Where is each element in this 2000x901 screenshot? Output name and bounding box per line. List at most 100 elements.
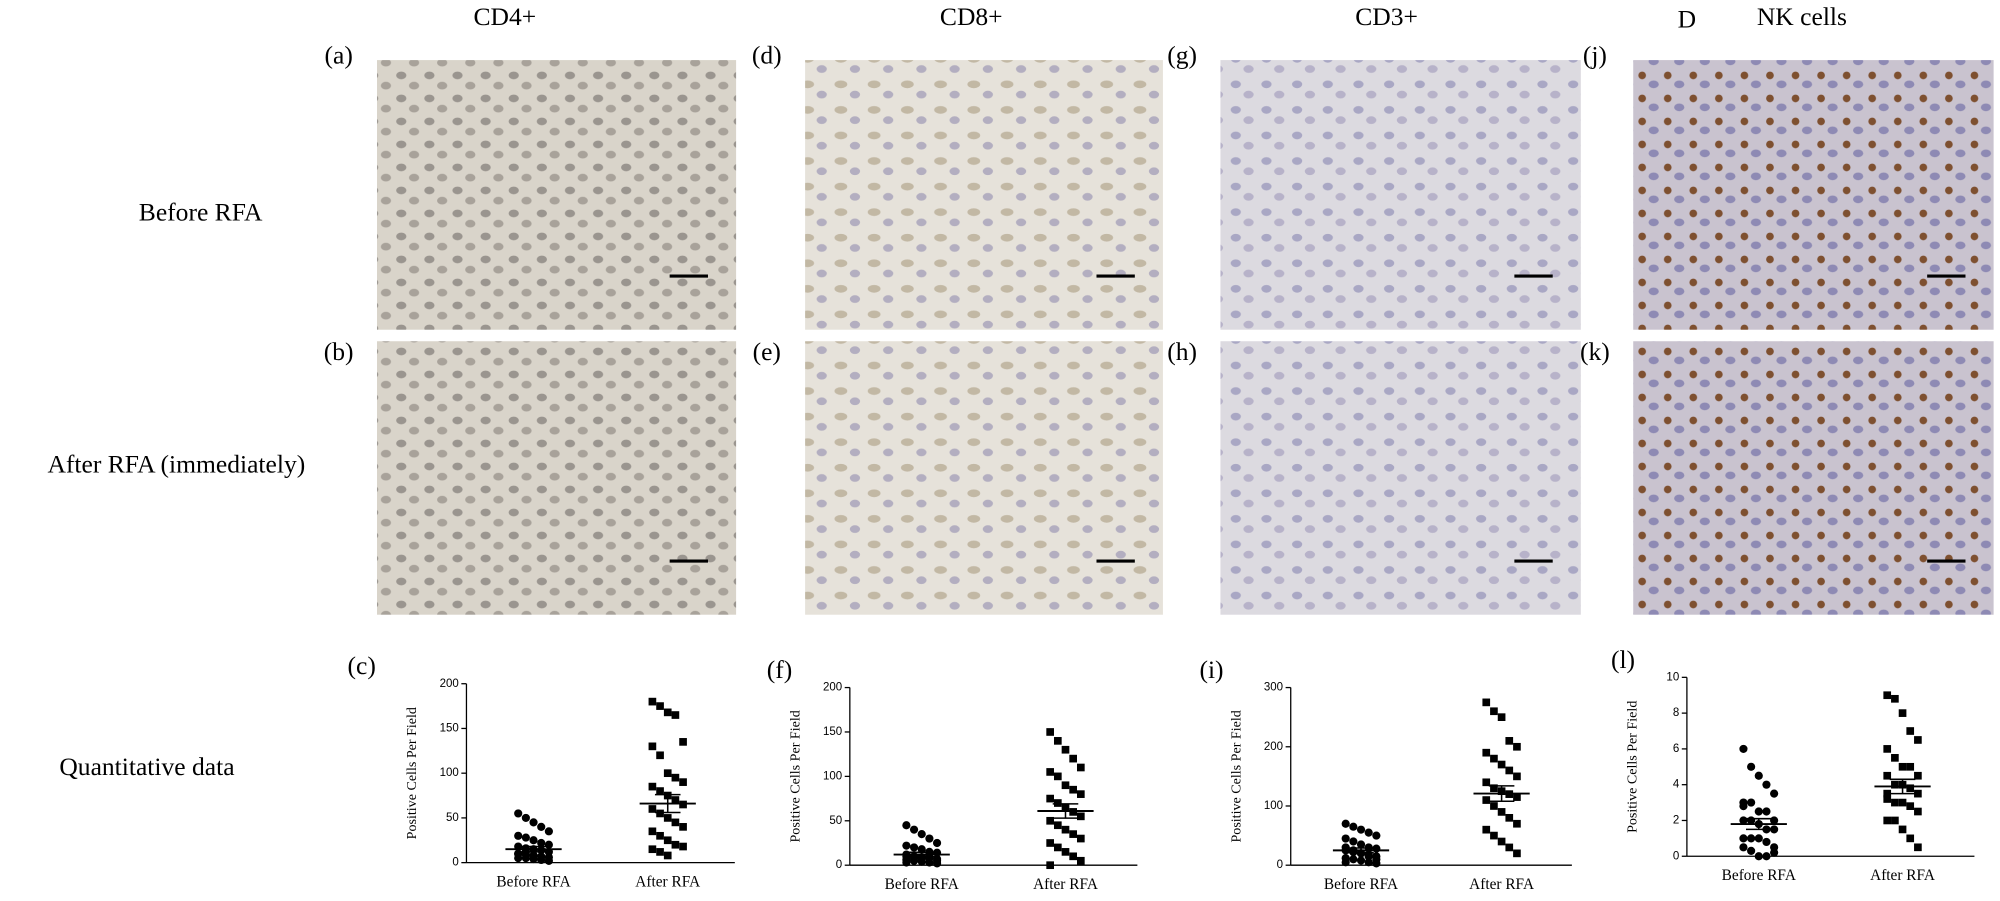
data-point (537, 838, 546, 848)
data-point (514, 849, 523, 858)
data-point (1754, 834, 1763, 843)
data-point (1505, 737, 1514, 745)
y-axis-label: Positive Cells Per Field (1624, 701, 1640, 833)
data-point (1482, 698, 1491, 707)
data-point (1349, 837, 1358, 846)
data-point (917, 830, 926, 839)
micrograph (376, 60, 737, 330)
data-point (1891, 798, 1899, 807)
data-point (1046, 728, 1054, 736)
data-point (932, 838, 942, 848)
data-point (1513, 772, 1521, 781)
data-point (1906, 784, 1915, 793)
data-point (1914, 789, 1922, 798)
column-header: CD4+ (473, 2, 536, 31)
y-axis-label: Positive Cells Per Field (1228, 710, 1244, 842)
data-point (521, 833, 530, 842)
data-point (1505, 813, 1514, 822)
data-point (663, 769, 672, 778)
data-point (1364, 852, 1373, 861)
data-point (1364, 828, 1373, 837)
y-tick-label: 150 (823, 726, 842, 738)
data-point (1883, 795, 1892, 803)
data-point (1497, 713, 1506, 722)
data-point (648, 827, 657, 836)
x-tick-label: After RFA (1469, 876, 1534, 893)
data-point (902, 821, 911, 830)
data-point (1513, 819, 1521, 828)
data-point (1046, 816, 1054, 825)
y-tick-label: 50 (446, 812, 459, 824)
data-point (663, 851, 672, 860)
data-point (656, 787, 664, 795)
y-tick-label: 100 (440, 767, 459, 779)
data-point (1747, 798, 1756, 807)
data-point (671, 840, 680, 849)
data-point (1906, 802, 1915, 810)
panel-label: (l) (1611, 645, 1635, 674)
data-point (1046, 768, 1054, 776)
data-point (1747, 834, 1756, 843)
x-tick-label: Before RFA (1324, 876, 1398, 893)
data-point (1883, 816, 1892, 825)
data-point (648, 805, 657, 813)
data-point (671, 773, 680, 782)
x-tick-label: Before RFA (885, 876, 959, 893)
data-point (1341, 834, 1350, 843)
data-point (1739, 843, 1748, 852)
data-point (1046, 839, 1054, 847)
panel-label: (g) (1167, 40, 1197, 69)
data-point (1898, 709, 1907, 717)
data-point (656, 751, 664, 760)
data-point (1053, 821, 1062, 830)
x-tick-label: After RFA (1033, 876, 1098, 893)
y-tick-label: 10 (1666, 671, 1679, 683)
data-point (537, 855, 546, 865)
data-point (1053, 737, 1062, 745)
panel-label: (a) (324, 40, 352, 69)
data-point (1739, 744, 1748, 753)
data-point (1747, 846, 1756, 855)
data-point (925, 858, 934, 867)
data-point (1356, 856, 1366, 865)
data-point (1883, 691, 1892, 700)
data-point (656, 848, 664, 856)
y-tick-label: 2 (1673, 814, 1679, 826)
data-point (1914, 807, 1922, 816)
data-point (648, 845, 657, 854)
x-tick-label: After RFA (635, 874, 700, 891)
data-point (1341, 858, 1350, 867)
data-point (1053, 799, 1062, 807)
data-point (1505, 843, 1514, 852)
data-point (663, 814, 672, 822)
data-point (1490, 831, 1498, 840)
panel-label: (k) (1580, 337, 1610, 366)
data-point (1898, 762, 1907, 771)
data-point (932, 856, 942, 865)
row-label: After RFA (immediately) (47, 449, 305, 478)
data-point (1046, 794, 1054, 803)
data-point (1754, 771, 1763, 780)
data-point (521, 813, 530, 823)
data-point (1482, 796, 1491, 804)
data-point (1739, 834, 1748, 843)
data-point (1906, 834, 1915, 843)
data-point (917, 855, 926, 864)
data-point (1770, 816, 1779, 825)
data-point (1906, 727, 1915, 735)
data-point (909, 843, 919, 852)
y-axis-label: Positive Cells Per Field (404, 707, 420, 839)
y-tick-label: 50 (829, 815, 842, 827)
data-point (1497, 760, 1506, 769)
data-point (1372, 831, 1381, 840)
data-point (656, 702, 664, 710)
data-point (1770, 848, 1779, 857)
data-point (902, 841, 911, 850)
data-point (1891, 780, 1899, 789)
column-header: CD8+ (940, 2, 1003, 31)
data-point (1069, 830, 1077, 838)
y-tick-label: 100 (823, 770, 842, 782)
row-label: Quantitative data (59, 752, 234, 781)
data-point (1061, 825, 1070, 834)
